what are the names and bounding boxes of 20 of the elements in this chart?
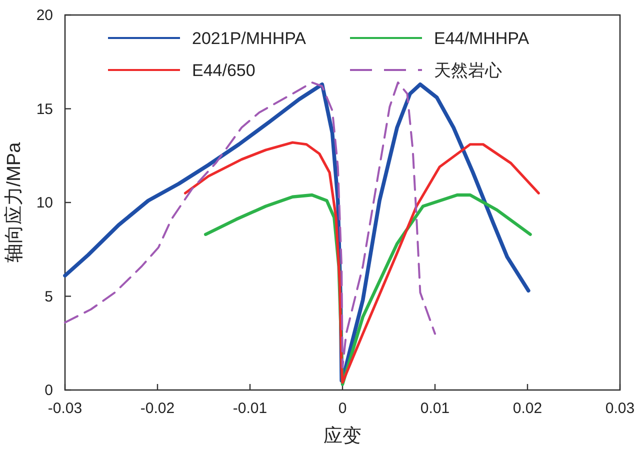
y-tick-label: 15 xyxy=(36,100,53,118)
x-tick-label: -0.02 xyxy=(140,400,175,417)
x-tick-label: 0 xyxy=(338,400,347,417)
x-tick-label: -0.01 xyxy=(232,400,268,417)
legend-label: 2021P/MHHPA xyxy=(192,29,307,48)
y-axis-title: 轴向应力/MPa xyxy=(3,142,25,263)
x-tick-label: 0.01 xyxy=(420,400,450,417)
legend-label: E44/650 xyxy=(192,61,256,80)
x-tick-label: 0.02 xyxy=(512,400,542,417)
legend-label: E44/MHHPA xyxy=(434,29,530,48)
y-tick-label: 20 xyxy=(36,7,53,24)
y-tick-label: 5 xyxy=(44,288,53,306)
line-series xyxy=(184,141,540,384)
x-tick-label: -0.03 xyxy=(48,400,82,417)
line-series xyxy=(64,82,436,368)
y-tick-label: 0 xyxy=(44,382,53,399)
y-tick-label: 10 xyxy=(36,194,53,212)
legend-label: 天然岩心 xyxy=(434,61,502,80)
x-axis-title: 应变 xyxy=(324,425,362,447)
x-tick-label: 0.03 xyxy=(605,400,635,417)
